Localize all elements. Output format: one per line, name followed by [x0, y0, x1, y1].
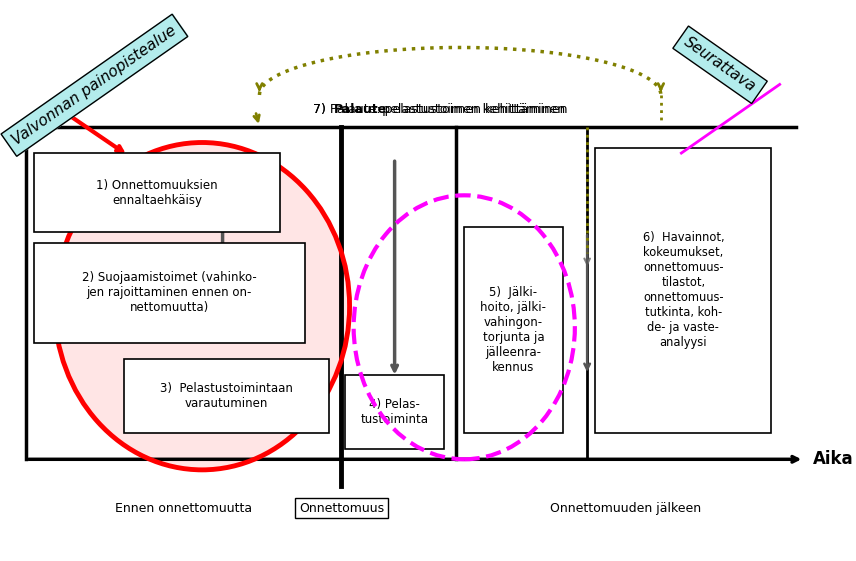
FancyBboxPatch shape [124, 359, 329, 433]
FancyBboxPatch shape [595, 148, 771, 433]
Text: 4) Pelas-
tustoiminta: 4) Pelas- tustoiminta [360, 398, 429, 426]
Text: Onnettomuus: Onnettomuus [299, 502, 384, 514]
Text: Seurattava: Seurattava [681, 35, 758, 95]
Text: Palaute: Palaute [334, 103, 387, 116]
Text: Valvonnan painopistealue: Valvonnan painopistealue [9, 23, 179, 148]
FancyBboxPatch shape [464, 227, 562, 433]
Text: 7): 7) [312, 103, 330, 116]
Text: 2) Suojaamistoimet (vahinko-
jen rajoittaminen ennen on-
nettomuutta): 2) Suojaamistoimet (vahinko- jen rajoitt… [82, 272, 257, 315]
Text: 6)  Havainnot,
kokeumukset,
onnettomuus-
tilastot,
onnettomuus-
tutkinta, koh-
d: 6) Havainnot, kokeumukset, onnettomuus- … [643, 231, 724, 350]
Text: 5)  Jälki-
hoito, jälki-
vahingon-
torjunta ja
jälleenra-
kennus: 5) Jälki- hoito, jälki- vahingon- torjun… [480, 286, 546, 374]
Text: 1) Onnettomuuksien
ennaltaehkäisy: 1) Onnettomuuksien ennaltaehkäisy [96, 178, 218, 206]
Text: : pelastustoimen kehittäminen: : pelastustoimen kehittäminen [374, 103, 565, 116]
Ellipse shape [55, 142, 349, 470]
FancyBboxPatch shape [34, 243, 305, 343]
FancyBboxPatch shape [346, 375, 443, 449]
Text: Ennen onnettomuutta: Ennen onnettomuutta [115, 502, 253, 514]
Text: 3)  Pelastustoimintaan
varautuminen: 3) Pelastustoimintaan varautuminen [160, 382, 293, 410]
Text: Aika: Aika [812, 450, 853, 468]
Text: 7) Palaute: pelastustoimen kehittäminen: 7) Palaute: pelastustoimen kehittäminen [312, 103, 568, 116]
Text: Valvonnan painopistealue: Valvonnan painopistealue [9, 22, 180, 148]
FancyBboxPatch shape [34, 153, 280, 232]
Text: Onnettomuuden jälkeen: Onnettomuuden jälkeen [550, 502, 702, 514]
